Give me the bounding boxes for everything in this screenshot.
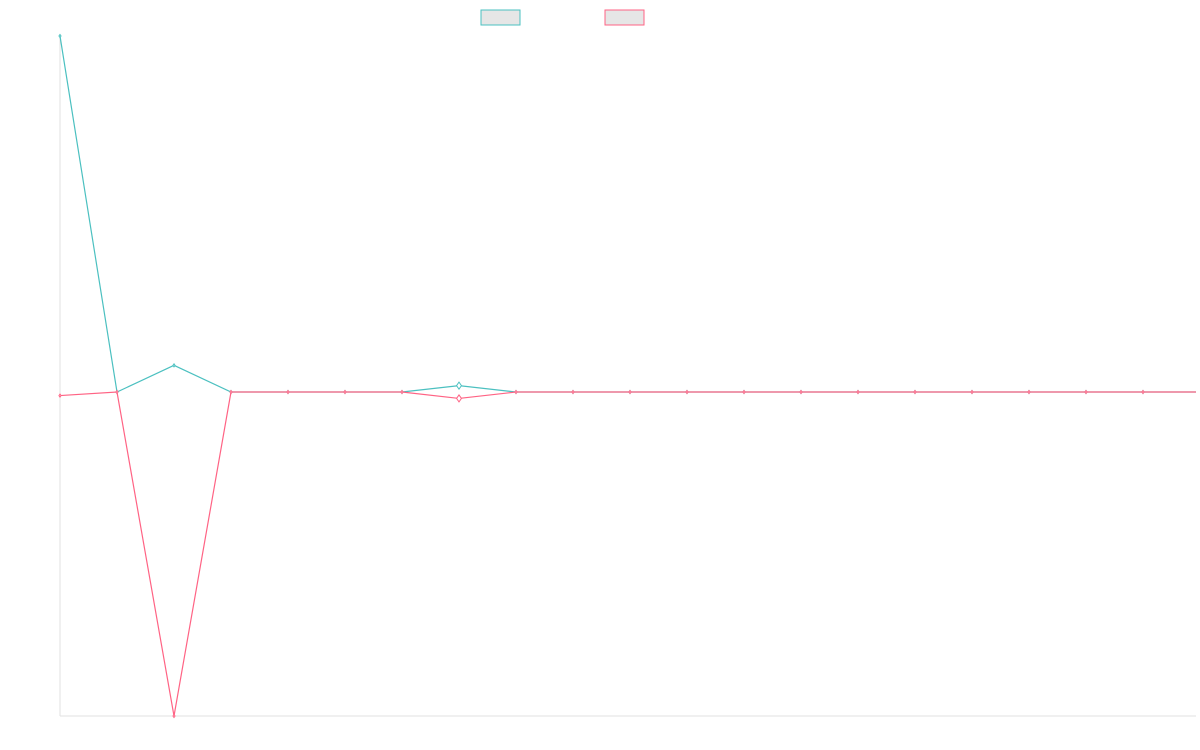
series-2-point-12[interactable]: [742, 389, 746, 395]
legend-swatch-1[interactable]: [480, 9, 521, 26]
series-1-point-2[interactable]: [172, 362, 176, 368]
series-1-point-7[interactable]: [455, 381, 463, 390]
series-2-point-5[interactable]: [343, 389, 347, 395]
series-2-point-17[interactable]: [1027, 389, 1031, 395]
series-2-point-3[interactable]: [229, 389, 233, 395]
plot-area: [58, 33, 1196, 719]
series-2-point-4[interactable]: [286, 389, 290, 395]
series-2-point-2[interactable]: [172, 713, 176, 719]
legend-swatch-2[interactable]: [604, 9, 645, 26]
series-2-point-8[interactable]: [514, 389, 518, 395]
series-2-point-7[interactable]: [455, 394, 463, 403]
series-line-2: [59, 391, 1196, 717]
series-2-point-18[interactable]: [1084, 389, 1088, 395]
series-2-point-15[interactable]: [913, 389, 917, 395]
series-2-point-1[interactable]: [115, 389, 119, 395]
series-2-point-10[interactable]: [628, 389, 632, 395]
series-2-point-16[interactable]: [970, 389, 974, 395]
series-2-point-0[interactable]: [58, 393, 62, 398]
series-1-point-0[interactable]: [58, 33, 62, 39]
series-2-point-19[interactable]: [1141, 389, 1145, 395]
series-2-point-11[interactable]: [685, 389, 689, 395]
series-2-point-14[interactable]: [856, 389, 860, 395]
series-2-point-6[interactable]: [400, 389, 404, 395]
series-2-point-9[interactable]: [571, 389, 575, 395]
legend[interactable]: [480, 9, 645, 26]
series-2-point-13[interactable]: [799, 389, 803, 395]
series-line-1: [59, 35, 1196, 393]
axes: [59, 36, 1196, 717]
